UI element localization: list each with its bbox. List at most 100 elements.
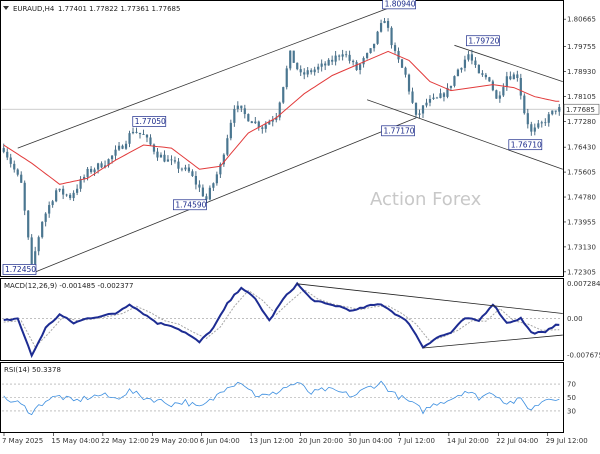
rsi-caption: RSI(14) 50.3378: [4, 366, 61, 374]
y-tick-label: 1.77280: [567, 118, 596, 126]
candle-body: [310, 70, 313, 73]
candle-body: [184, 167, 187, 170]
candle-body: [44, 213, 47, 222]
candle-body: [348, 54, 351, 61]
rsi-y-tick-label: 30: [567, 407, 576, 415]
candle-body: [131, 131, 135, 134]
candle-body: [107, 159, 110, 166]
axes: 1.80665 1.79755 1.78930 1.78105 1.77280 1.764…: [2, 16, 600, 445]
candle-body: [554, 110, 557, 112]
ohlc-values: 1.77401 1.77822 1.77361 1.77685: [58, 5, 180, 13]
candle-body: [261, 127, 264, 129]
candle-body: [121, 145, 124, 149]
price-annotation: 1.79720: [468, 36, 499, 45]
candle-body: [456, 69, 460, 77]
candle-body: [30, 237, 33, 265]
macd-y-tick-label: 0.00: [567, 315, 583, 323]
candle-body: [117, 145, 121, 150]
macd-trend-line: [422, 334, 563, 349]
candle-body: [212, 183, 215, 188]
price-annotation: 1.77050: [135, 117, 166, 126]
price-annotation-box: [508, 139, 543, 151]
trend-channel-line: [366, 99, 563, 170]
candle-body: [453, 76, 456, 86]
candle-body: [152, 144, 156, 152]
candle-body: [425, 102, 428, 106]
rsi-y-tick-label: 50: [567, 394, 576, 402]
candle-body: [523, 95, 526, 114]
y-tick-label: 1.80665: [567, 16, 596, 24]
candle-body: [250, 121, 253, 124]
candle-body: [418, 113, 421, 115]
candle-body: [257, 121, 260, 128]
candle-body: [435, 97, 439, 99]
candle-body: [37, 237, 40, 252]
candle-body: [540, 122, 543, 124]
candle-body: [226, 138, 229, 155]
trend-channel-line: [35, 117, 417, 273]
candle-body: [303, 72, 306, 75]
candle-body: [547, 114, 550, 123]
candle-body: [411, 91, 414, 103]
candle-body: [509, 76, 512, 80]
candle-body: [526, 113, 529, 125]
x-tick-label: 13 Jun 12:00: [249, 437, 293, 445]
candle-body: [268, 121, 271, 125]
candle-body: [2, 148, 5, 152]
candle-body: [173, 160, 177, 162]
current-price-badge: [563, 103, 600, 115]
price-annotation: 1.77170: [384, 126, 415, 135]
candle-body: [470, 54, 474, 61]
candle-body: [9, 157, 12, 164]
candle-body: [240, 105, 243, 109]
candle-body: [142, 134, 145, 135]
rsi-line: [3, 380, 560, 416]
y-tick-label: 1.75605: [567, 169, 596, 177]
candle-body: [446, 87, 449, 97]
candle-body: [48, 205, 51, 214]
candle-body: [219, 164, 222, 175]
candle-body: [41, 221, 44, 238]
candle-body: [390, 27, 393, 46]
macd-trend-line: [297, 283, 563, 314]
price-annotation-box: [173, 199, 207, 211]
candle-body: [355, 62, 358, 70]
candle-body: [505, 76, 508, 88]
candle-body: [369, 48, 372, 54]
candle-body: [110, 155, 114, 160]
candle-body: [362, 57, 365, 65]
candle-body: [383, 21, 386, 24]
candle-body: [449, 85, 453, 88]
candle-body: [313, 69, 316, 73]
candle-body: [460, 67, 463, 70]
macd-panel-frame: [0, 278, 564, 361]
candle-body: [20, 174, 23, 183]
candle-body: [334, 55, 337, 62]
candle-body: [233, 108, 236, 123]
candle-body: [138, 132, 142, 135]
candle-body: [278, 102, 281, 118]
candle-body: [55, 190, 58, 202]
candle-body: [86, 168, 89, 177]
y-tick-label: 1.78105: [567, 93, 596, 101]
candle-body: [491, 81, 494, 91]
candle-body: [463, 59, 467, 68]
candle-body: [376, 31, 379, 44]
y-tick-label: 1.73130: [567, 243, 596, 251]
candle-body: [512, 74, 515, 80]
candle-body: [481, 73, 484, 75]
candle-body: [537, 123, 540, 128]
y-tick-label: 1.72305: [567, 268, 596, 276]
current-price-label: 1.77685: [566, 106, 595, 114]
price-annotation: 1.74590: [175, 200, 206, 209]
candle-body: [62, 188, 65, 195]
candle-body: [533, 127, 536, 132]
candle-body: [404, 67, 407, 75]
x-tick-label: 30 Jun 04:00: [348, 437, 392, 445]
candle-body: [229, 122, 232, 139]
candle-body: [400, 59, 404, 68]
symbol-dropdown-icon[interactable]: [3, 6, 9, 10]
candle-body: [198, 184, 201, 188]
candle-body: [124, 143, 128, 149]
candle-body: [236, 105, 239, 109]
